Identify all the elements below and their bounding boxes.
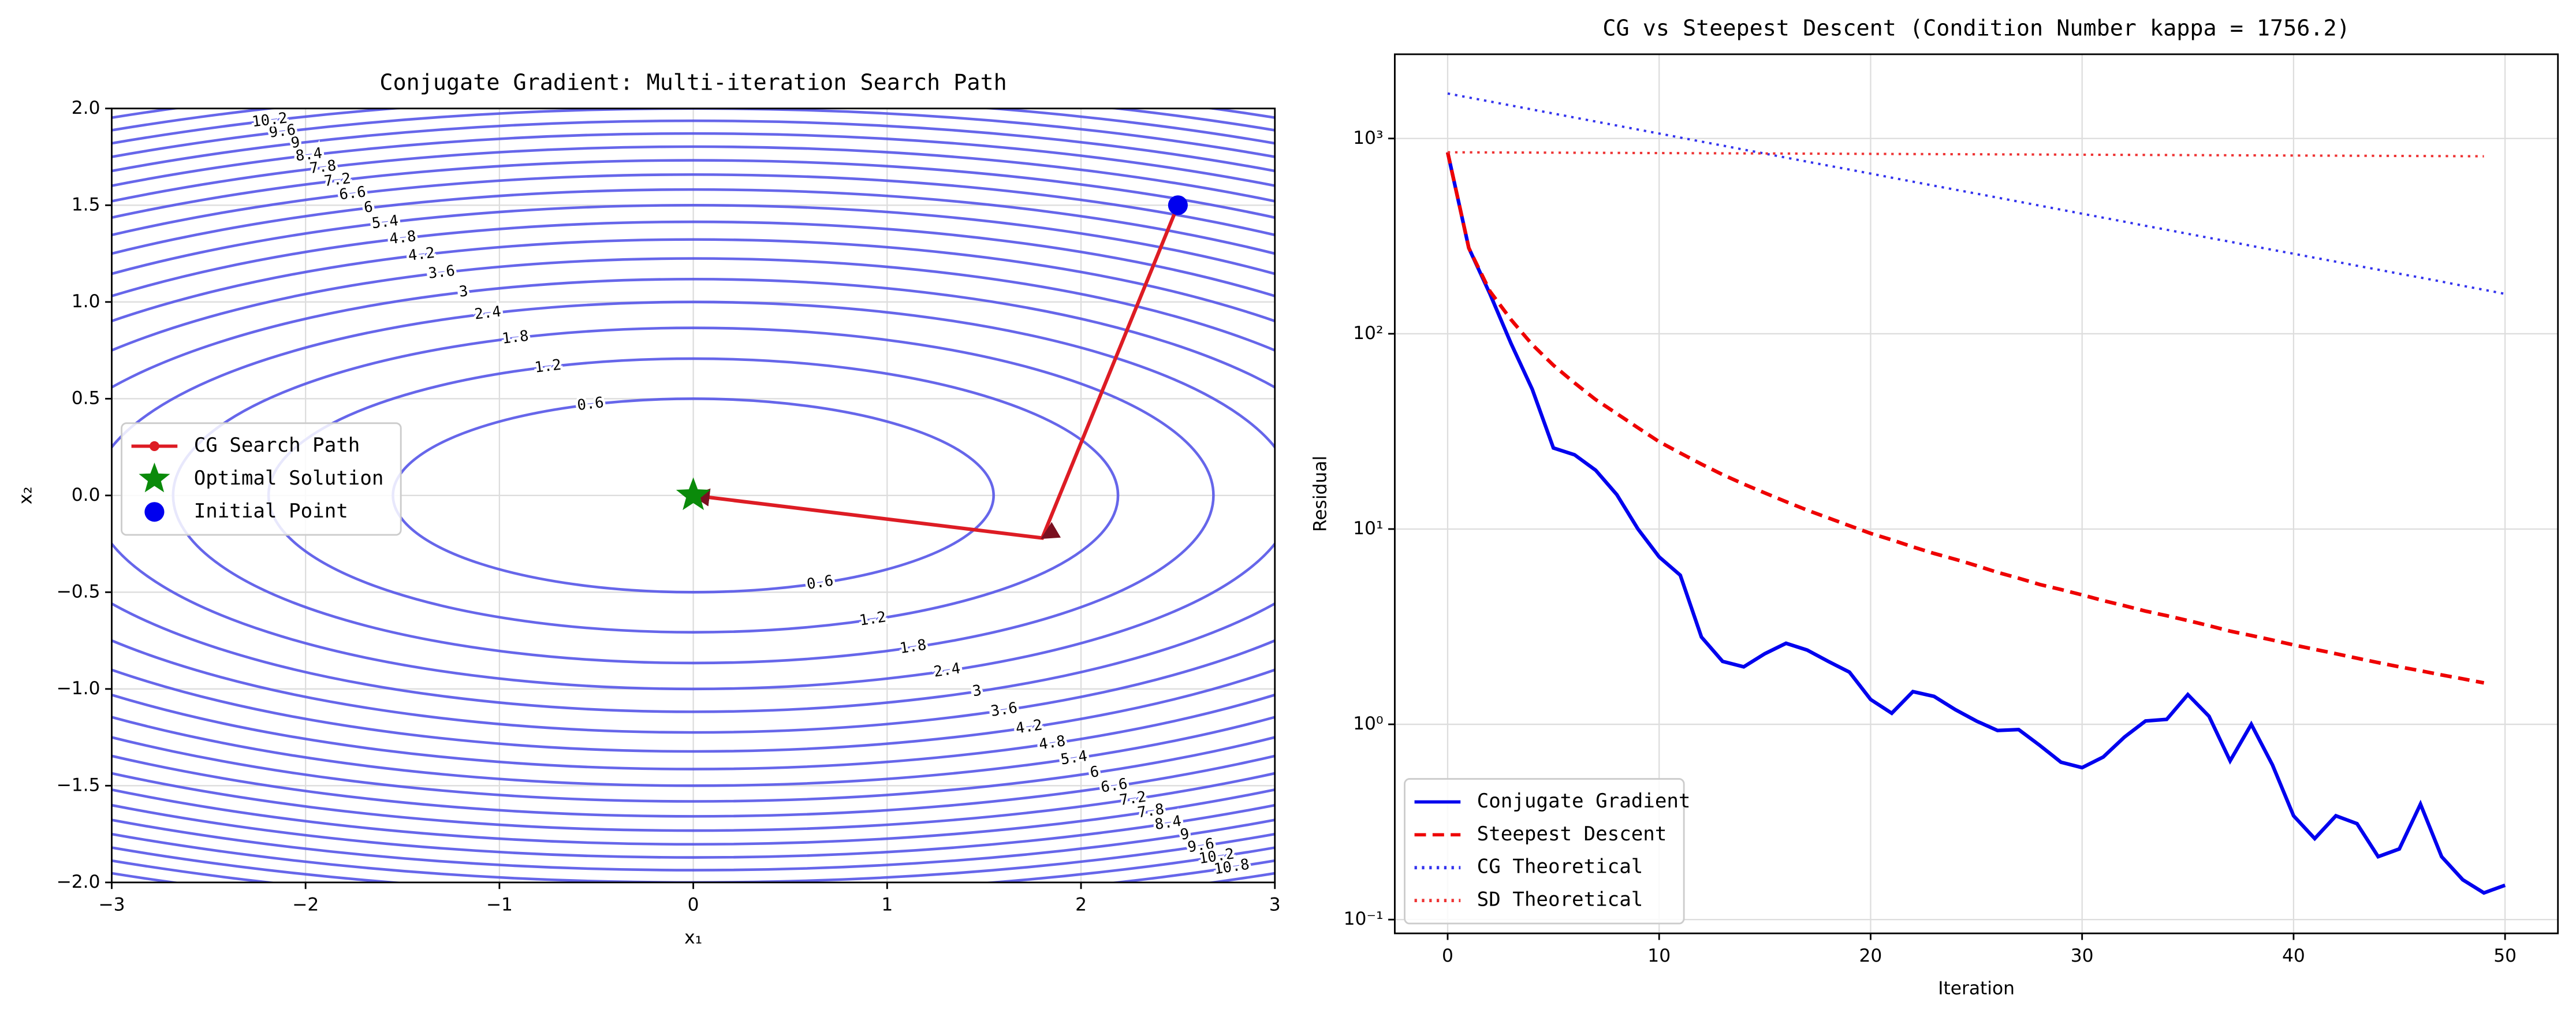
contour-line — [111, 132, 1275, 859]
contour-label: 3.6 — [990, 699, 1019, 720]
legend-label: SD Theoretical — [1477, 888, 1643, 911]
optimal-star — [676, 477, 711, 511]
contour-label: 1.8 — [501, 327, 530, 348]
search-path — [691, 204, 1180, 540]
legend-box — [121, 422, 402, 536]
y-tick-label: 1.5 — [72, 194, 100, 215]
legend-label: Initial Point — [194, 500, 348, 523]
contour-line — [111, 257, 1275, 734]
x-tick-label: 50 — [2493, 945, 2517, 966]
series-line — [1445, 151, 2506, 895]
lines — [1445, 92, 2506, 895]
x-tick-label: −3 — [98, 895, 125, 915]
legend-label: CG Theoretical — [1477, 855, 1643, 878]
x-axis-label: Iteration — [1938, 978, 2015, 999]
contour-label: 0.6 — [576, 394, 605, 414]
y-tick-label: −1.0 — [57, 678, 100, 699]
plot-frame — [111, 107, 1276, 884]
y-tick-label: −0.5 — [57, 581, 100, 602]
x-tick-label: 20 — [1859, 945, 1882, 966]
series-line — [1447, 92, 2506, 295]
x-tick-label: −2 — [292, 895, 319, 915]
y-tick-label: 10³ — [1353, 128, 1383, 148]
contour-line — [111, 220, 1275, 770]
legend-dot — [149, 441, 159, 452]
plot-frame — [1394, 53, 2559, 935]
x-tick-label: 0 — [1442, 945, 1453, 966]
legend-label: Conjugate Gradient — [1477, 790, 1691, 813]
contour-label: 3 — [458, 282, 469, 301]
x-tick-label: 2 — [1075, 895, 1087, 915]
x-tick-label: 10 — [1647, 945, 1671, 966]
x-tick-label: 3 — [1269, 895, 1281, 915]
x-tick-label: 30 — [2071, 945, 2094, 966]
contour-label: 0.6 — [806, 572, 834, 593]
chart-title: Conjugate Gradient: Multi-iteration Sear… — [379, 70, 1006, 96]
y-tick-label: 10⁻¹ — [1344, 909, 1384, 929]
x-tick-label: 0 — [688, 895, 699, 915]
legend-box — [1404, 778, 1685, 925]
contour-label: 1.2 — [534, 356, 562, 377]
contour-label: 4.2 — [407, 244, 435, 265]
y-tick-label: −1.5 — [57, 775, 100, 795]
contour-line — [111, 145, 1275, 846]
y-tick-label: 10⁰ — [1353, 713, 1383, 734]
y-tick-label: 0.0 — [72, 485, 100, 505]
contour-label: 10.2 — [251, 109, 289, 131]
contour-line — [111, 300, 1275, 690]
legend-label: Optimal Solution — [194, 467, 384, 490]
contour-line — [111, 238, 1275, 753]
y-tick-label: −2.0 — [57, 872, 100, 892]
x-tick-label: 1 — [881, 895, 893, 915]
contour-label: 2.4 — [474, 303, 502, 323]
contour-label: 9.6 — [268, 121, 296, 142]
contour-label: 3.6 — [427, 262, 456, 282]
contour-label: 6 — [363, 198, 374, 217]
initial-point — [1168, 195, 1188, 215]
contour-label: 4.8 — [389, 228, 417, 248]
contour-line — [111, 188, 1275, 803]
contour-label: 5.4 — [371, 212, 399, 232]
y-axis-label: Residual — [1310, 456, 1330, 532]
chart-title: CG vs Steepest Descent (Condition Number… — [1602, 16, 2350, 42]
contour-label: 5.4 — [1060, 747, 1088, 769]
contour-line — [111, 204, 1275, 787]
y-tick-label: 0.5 — [72, 388, 100, 408]
legend-label: Steepest Descent — [1477, 822, 1667, 846]
y-axis-label: x₂ — [16, 486, 36, 504]
y-tick-label: 2.0 — [72, 98, 100, 118]
x-tick-label: 40 — [2282, 945, 2305, 966]
contour-line — [111, 173, 1275, 818]
series-line — [1447, 151, 2484, 158]
y-tick-label: 1.0 — [72, 291, 100, 312]
x-tick-label: −1 — [486, 895, 513, 915]
contour-line — [111, 278, 1275, 713]
legend-star — [139, 462, 170, 493]
y-tick-label: 10² — [1353, 323, 1383, 344]
contour-line — [111, 120, 1275, 872]
legend-label: CG Search Path — [194, 434, 360, 457]
series-line — [1445, 151, 2485, 685]
y-tick-label: 10¹ — [1353, 518, 1383, 539]
contour-line — [111, 159, 1275, 832]
legend-circle — [144, 502, 165, 522]
x-axis-label: x₁ — [684, 928, 702, 948]
